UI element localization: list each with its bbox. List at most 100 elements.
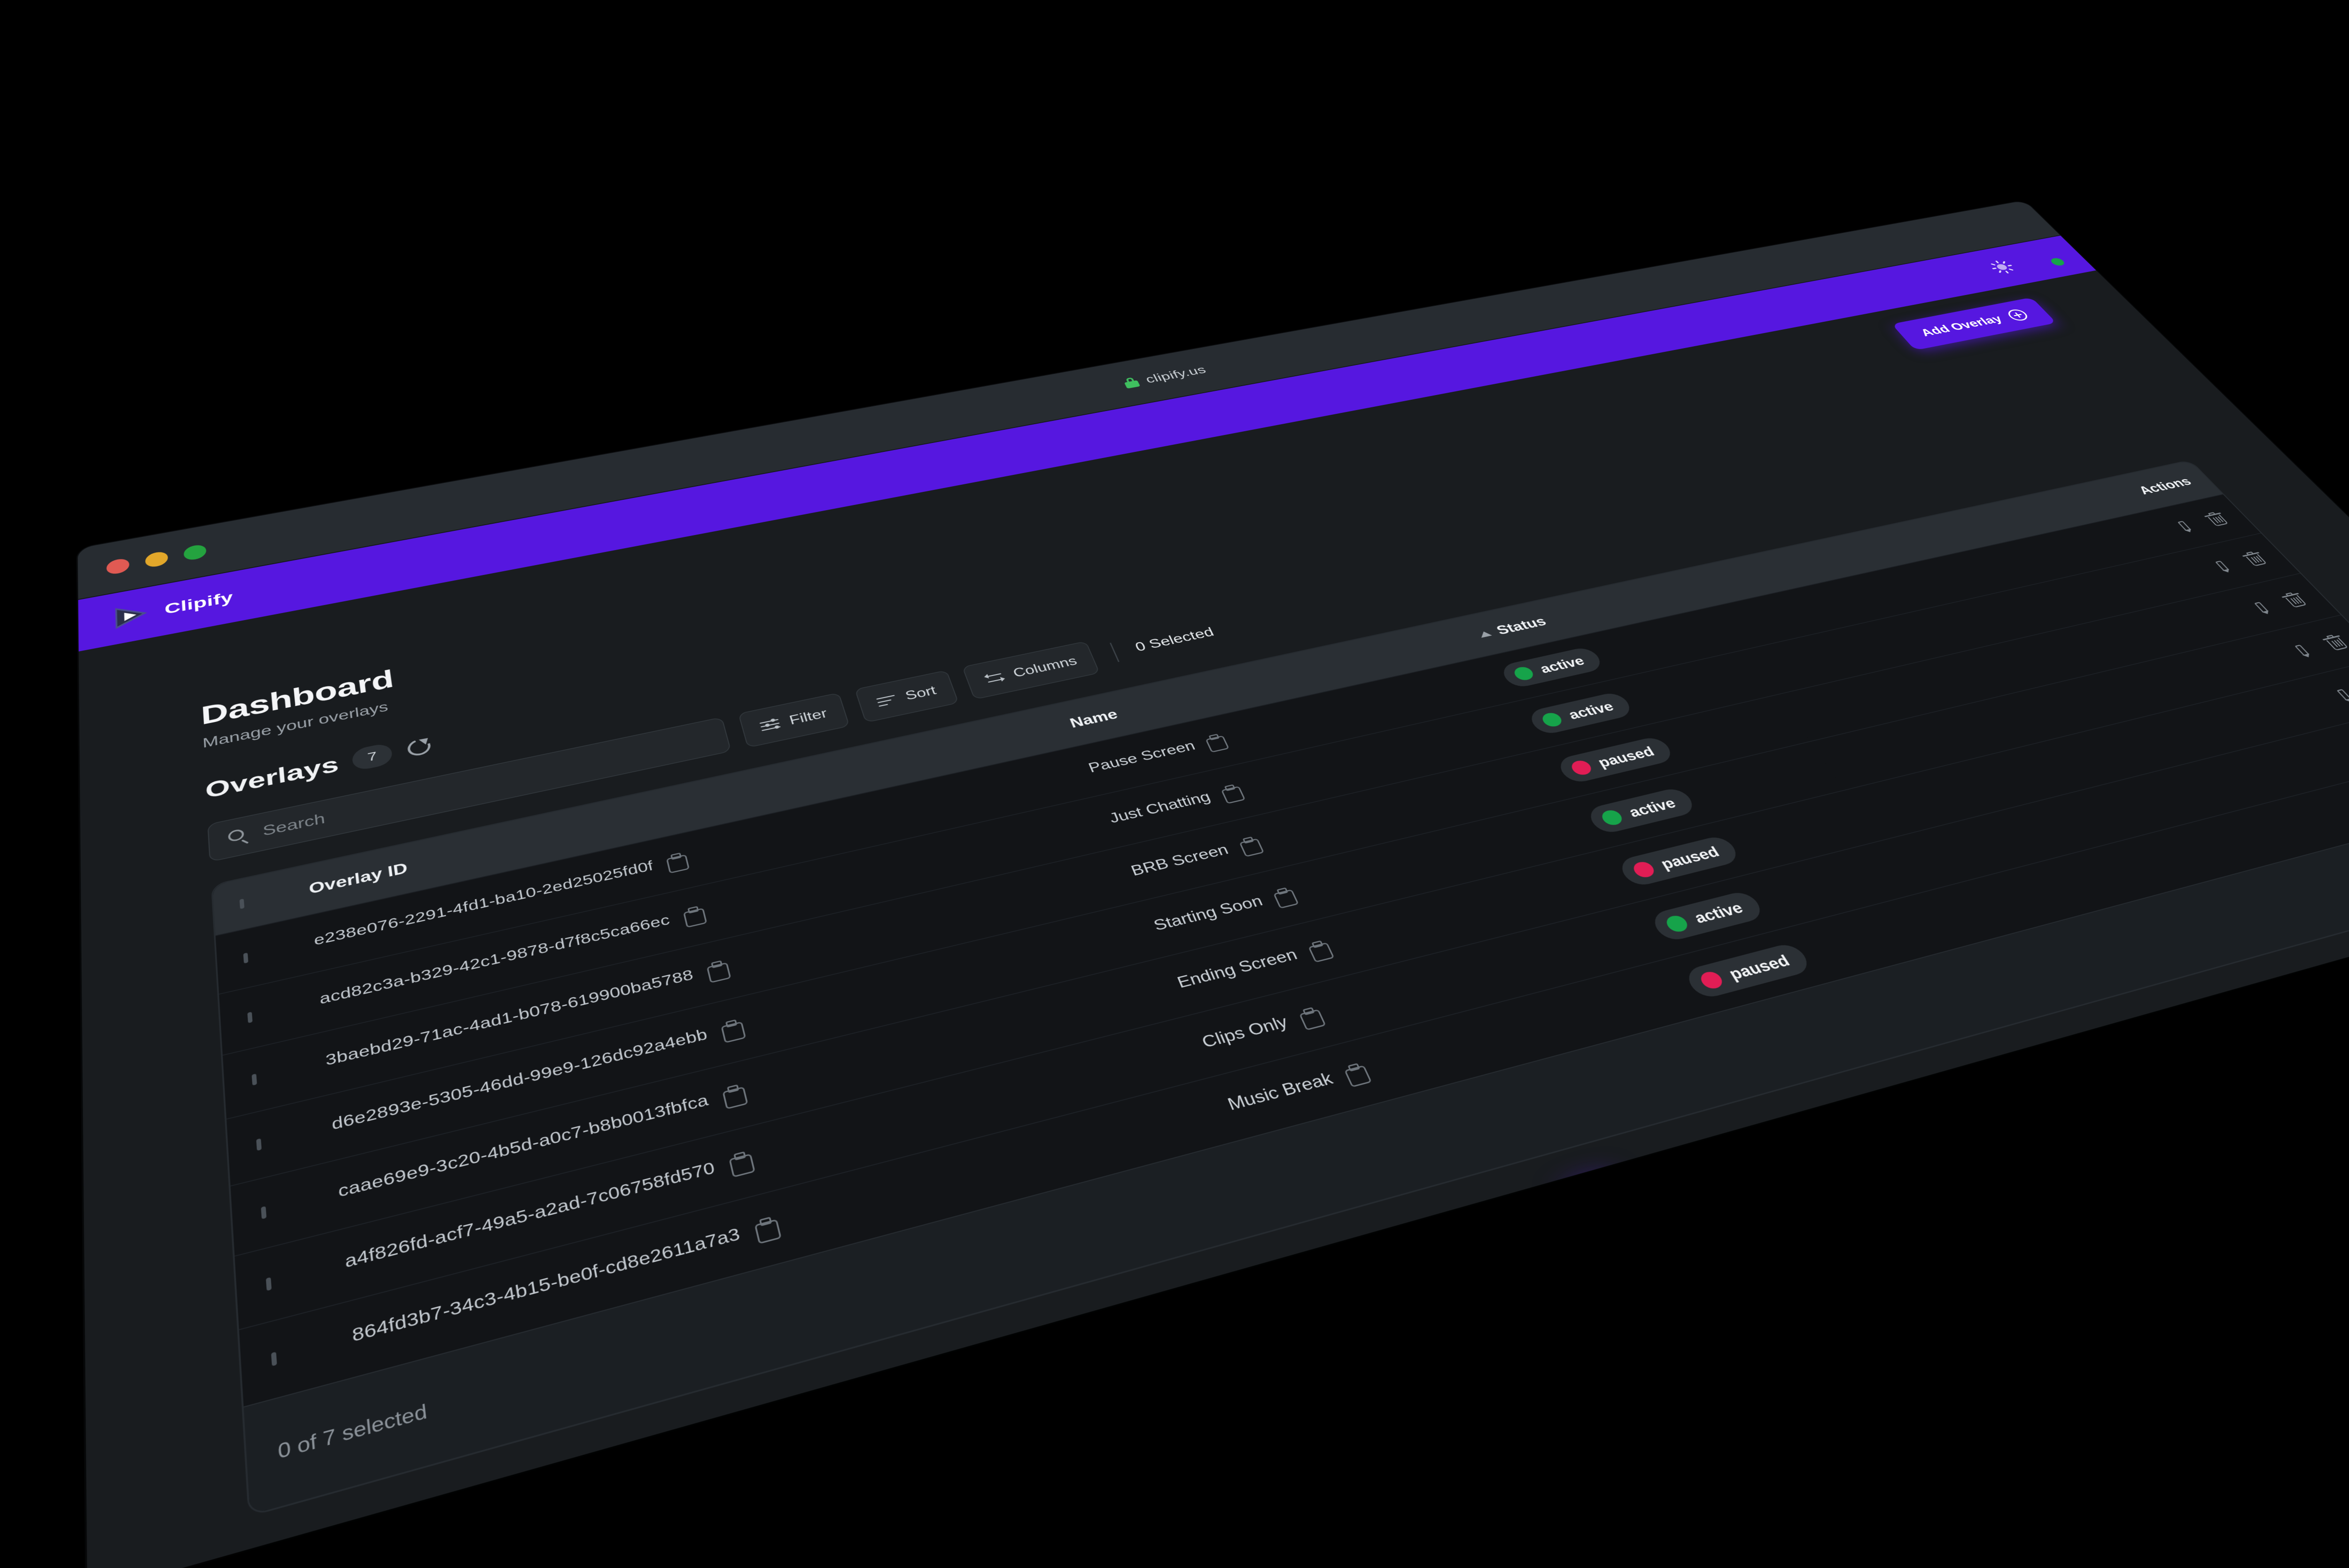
status-label: paused: [1595, 744, 1657, 770]
status-badge: active: [1649, 889, 1766, 943]
row-checkbox[interactable]: [266, 1277, 272, 1291]
status-dot: [1631, 860, 1657, 879]
sun-icon[interactable]: [1986, 259, 2018, 275]
status-dot: [1697, 970, 1726, 991]
copy-icon[interactable]: [1272, 886, 1299, 909]
column-header-overlay-id[interactable]: Overlay ID: [308, 860, 408, 897]
pencil-icon[interactable]: [2288, 642, 2317, 659]
trash-icon[interactable]: [2240, 551, 2270, 567]
row-checkbox[interactable]: [252, 1074, 257, 1086]
copy-icon[interactable]: [1220, 784, 1245, 804]
lock-icon: [1122, 377, 1140, 389]
add-overlay-label: Add Overlay: [1918, 313, 2006, 339]
status-label: paused: [1658, 844, 1723, 872]
cell-name: Just Chatting: [1107, 789, 1213, 826]
cell-name: BRB Screen: [1128, 841, 1230, 879]
trash-icon[interactable]: [2202, 511, 2231, 528]
status-dot: [1664, 914, 1691, 933]
filter-button[interactable]: Filter: [738, 692, 850, 748]
selected-count: 0 Selected: [1133, 625, 1216, 654]
row-checkbox[interactable]: [248, 1012, 253, 1023]
search-icon: [227, 826, 251, 847]
section-title: Overlays: [205, 752, 340, 803]
chevron-right-icon[interactable]: [1635, 1174, 1676, 1206]
page-number-1[interactable]: 1: [1567, 1176, 1640, 1235]
status-badge: active: [1526, 691, 1635, 736]
add-overlay-button[interactable]: Add Overlay: [1892, 297, 2057, 350]
status-label: active: [1691, 900, 1746, 927]
columns-button[interactable]: Columns: [962, 641, 1100, 699]
row-checkbox[interactable]: [256, 1138, 262, 1151]
clipify-play-logo-icon: [112, 600, 151, 631]
copy-icon[interactable]: [682, 905, 707, 928]
cell-name: Clips Only: [1199, 1013, 1290, 1051]
columns-label: Columns: [1011, 654, 1079, 680]
status-label: active: [1565, 699, 1617, 722]
window-controls[interactable]: [106, 543, 206, 575]
filter-icon: [759, 716, 781, 733]
row-checkbox[interactable]: [243, 953, 249, 963]
copy-icon[interactable]: [1298, 1006, 1326, 1031]
address-bar[interactable]: clipify.us: [1122, 364, 1208, 389]
copy-icon[interactable]: [728, 1150, 755, 1178]
copy-icon[interactable]: [722, 1083, 748, 1110]
status-badge: active: [1585, 786, 1698, 836]
pencil-icon[interactable]: [2209, 559, 2236, 574]
copy-icon[interactable]: [754, 1215, 782, 1244]
select-all-checkbox[interactable]: [240, 899, 245, 909]
row-checkbox[interactable]: [271, 1352, 277, 1366]
cell-name: Pause Screen: [1086, 738, 1198, 775]
scene: clipify.us Clipify: [0, 0, 2349, 1324]
zoom-button[interactable]: [183, 543, 206, 561]
sort-button[interactable]: Sort: [855, 670, 959, 722]
brand[interactable]: Clipify: [112, 585, 234, 631]
brand-name: Clipify: [164, 589, 234, 618]
pencil-icon[interactable]: [2171, 519, 2198, 534]
avatar[interactable]: [2021, 248, 2065, 271]
refresh-icon[interactable]: [404, 736, 434, 759]
filter-label: Filter: [787, 706, 829, 728]
plus-circle-icon: [2005, 308, 2030, 322]
navbar-actions: [1983, 248, 2065, 278]
cell-name: Music Break: [1225, 1069, 1336, 1113]
copy-icon[interactable]: [666, 852, 690, 874]
online-status-dot: [2049, 257, 2067, 266]
cell-name: Ending Screen: [1174, 946, 1299, 991]
chevron-left-icon[interactable]: [1529, 1204, 1570, 1237]
status-dot: [1540, 711, 1564, 728]
chevron-up-icon: [1478, 630, 1492, 638]
app-root: Clipify: [78, 236, 2349, 1568]
sort-icon: [875, 692, 898, 709]
column-header-name[interactable]: Name: [1068, 707, 1120, 731]
status-label: active: [1537, 654, 1587, 676]
toolbar-divider: [1110, 643, 1120, 662]
overlay-count-badge: 7: [351, 742, 393, 772]
trash-icon[interactable]: [2280, 591, 2310, 609]
cell-name: Starting Soon: [1151, 892, 1265, 933]
status-label: active: [1626, 795, 1679, 821]
close-button[interactable]: [106, 557, 129, 575]
selection-summary: 0 of 7 selected: [277, 1400, 428, 1464]
copy-icon[interactable]: [1307, 939, 1334, 963]
url-text: clipify.us: [1143, 364, 1208, 386]
trash-icon[interactable]: [2320, 634, 2349, 652]
copy-icon[interactable]: [1204, 733, 1229, 753]
pencil-icon[interactable]: [2330, 686, 2349, 704]
status-dot: [1512, 666, 1536, 682]
copy-icon[interactable]: [706, 959, 731, 983]
row-checkbox[interactable]: [261, 1206, 266, 1219]
browser-window: clipify.us Clipify: [78, 201, 2349, 1568]
columns-icon: [983, 669, 1006, 686]
minimize-button[interactable]: [145, 550, 168, 568]
status-dot: [1569, 759, 1594, 776]
copy-icon[interactable]: [1237, 836, 1264, 857]
column-header-status-label: Status: [1494, 614, 1549, 637]
pencil-icon[interactable]: [2248, 599, 2276, 616]
copy-icon[interactable]: [1342, 1062, 1372, 1088]
select-all-cell: [240, 886, 310, 908]
sort-label: Sort: [903, 683, 938, 703]
copy-icon[interactable]: [720, 1018, 747, 1043]
status-label: paused: [1726, 952, 1793, 983]
status-badge: active: [1499, 646, 1605, 690]
status-dot: [1599, 808, 1625, 827]
